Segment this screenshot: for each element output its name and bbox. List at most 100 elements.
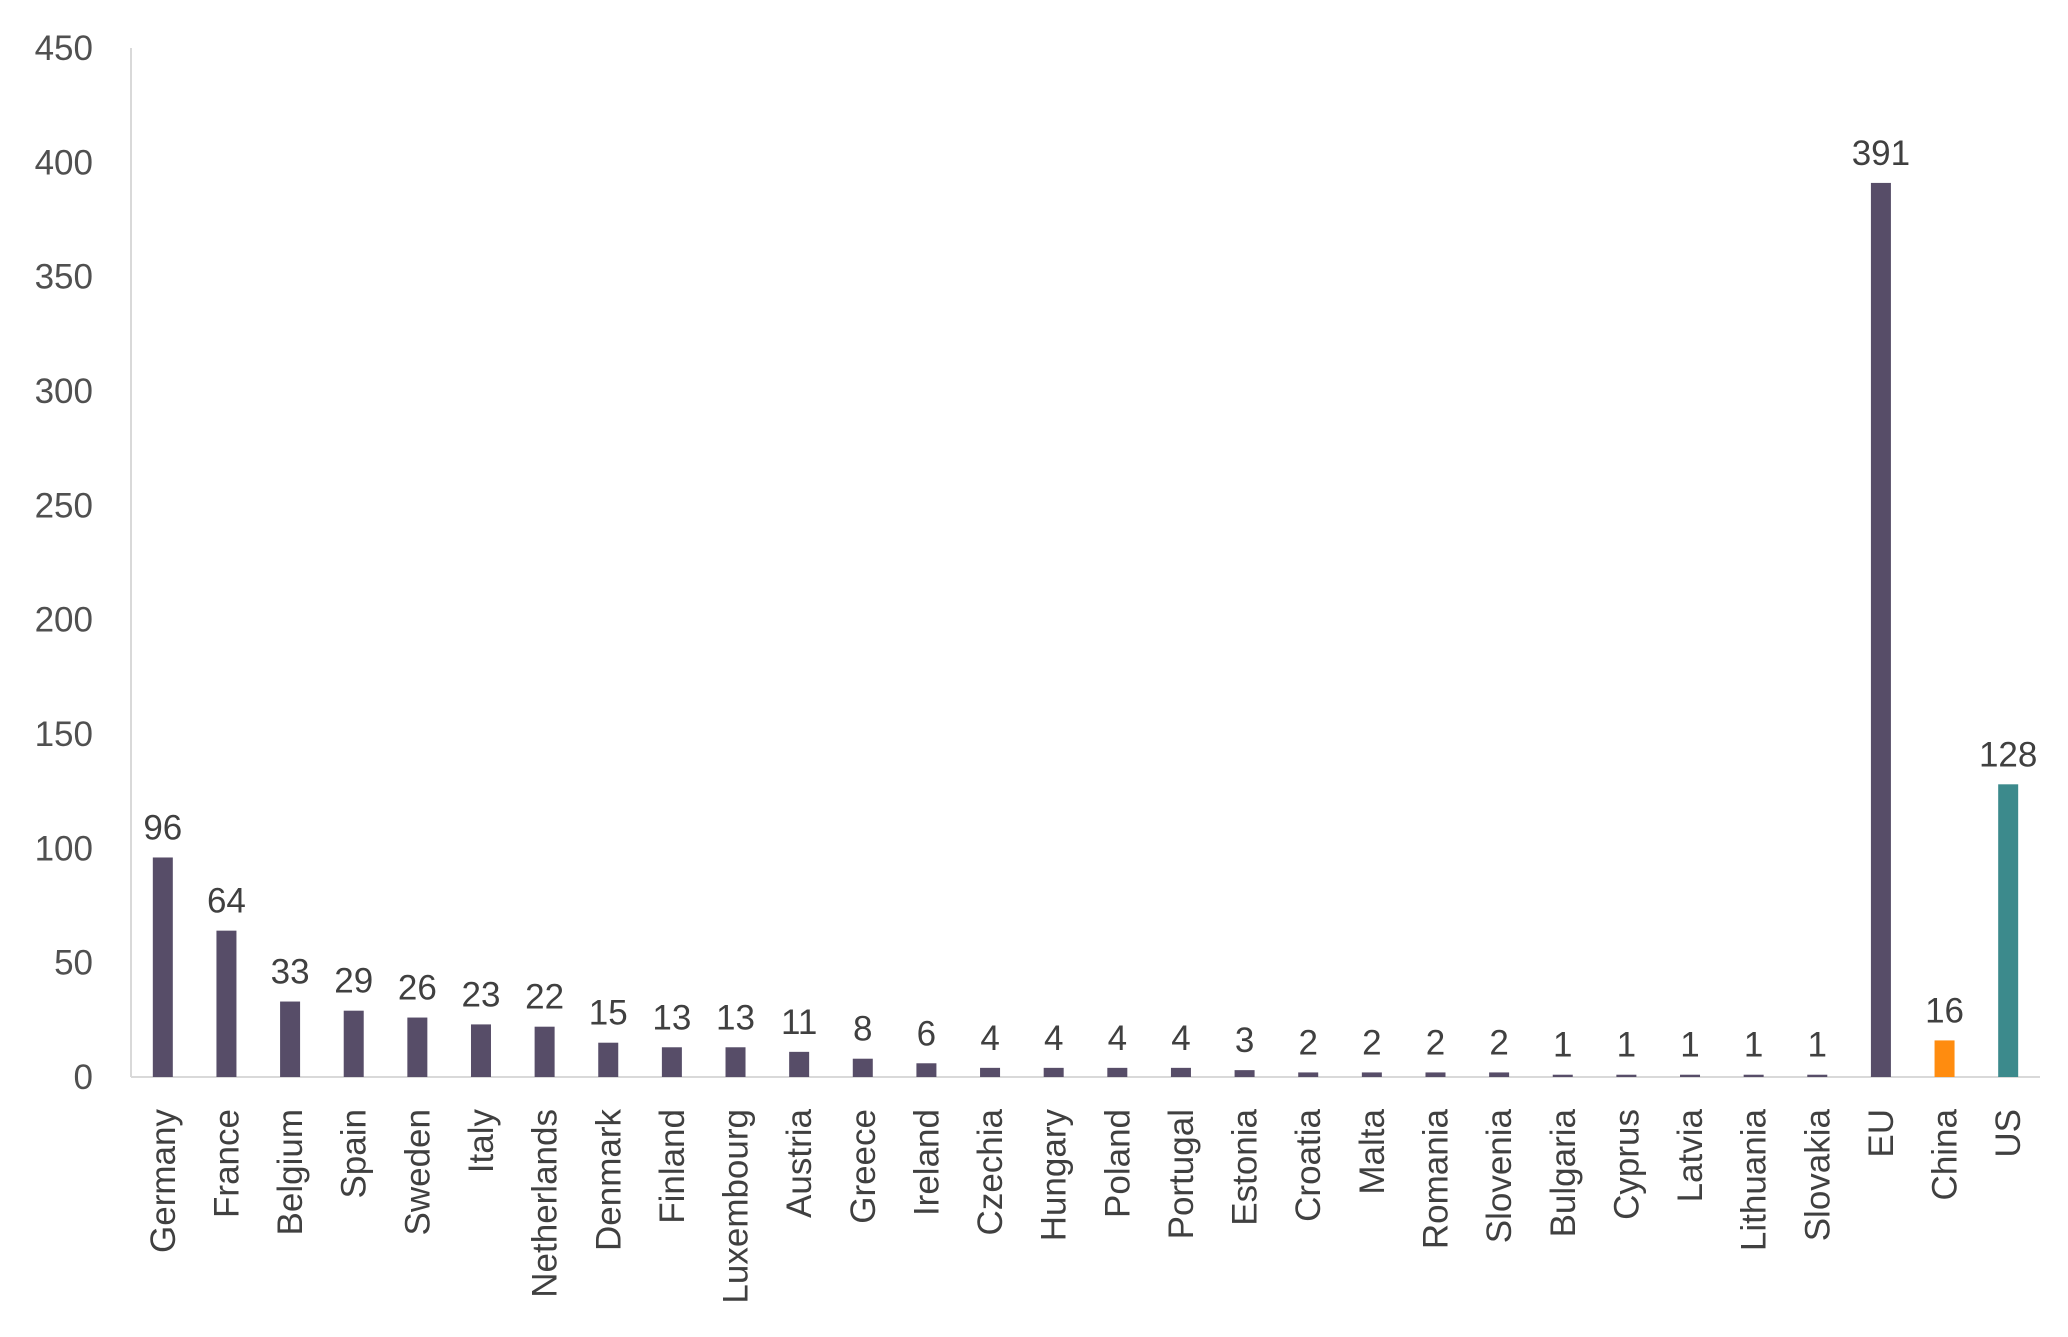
category-label-eu: EU xyxy=(1862,1109,1901,1158)
data-label-slovenia: 2 xyxy=(1489,1023,1508,1062)
bar-poland xyxy=(1107,1067,1128,1077)
bar-luxembourg xyxy=(725,1047,746,1077)
bars xyxy=(152,182,2019,1077)
category-label-estonia: Estonia xyxy=(1226,1108,1265,1225)
bar-france xyxy=(216,930,237,1077)
bar-china xyxy=(1934,1040,1955,1077)
category-label-china: China xyxy=(1926,1108,1965,1200)
category-label-ireland: Ireland xyxy=(907,1109,946,1216)
y-axis: 0 50 100 150 200 250 300 350 400 450 xyxy=(35,29,132,1097)
data-label-china: 16 xyxy=(1925,991,1964,1030)
category-labels: Germany France Belgium Spain Sweden Italy Neth… xyxy=(144,1108,2028,1303)
data-label-malta: 2 xyxy=(1362,1023,1381,1062)
data-label-bulgaria: 1 xyxy=(1553,1026,1572,1065)
bar-netherlands xyxy=(534,1026,555,1077)
category-label-spain: Spain xyxy=(335,1109,374,1199)
category-label-finland: Finland xyxy=(653,1109,692,1224)
category-label-slovakia: Slovakia xyxy=(1798,1108,1837,1241)
bar-cyprus xyxy=(1616,1074,1637,1077)
category-label-italy: Italy xyxy=(462,1109,501,1174)
y-tick-label: 150 xyxy=(35,715,93,754)
bar-slovenia xyxy=(1489,1072,1510,1077)
category-label-portugal: Portugal xyxy=(1162,1109,1201,1239)
category-label-hungary: Hungary xyxy=(1035,1109,1074,1242)
category-label-denmark: Denmark xyxy=(589,1109,628,1251)
bar-czechia xyxy=(980,1067,1001,1077)
data-label-us: 128 xyxy=(1979,735,2037,774)
category-label-sweden: Sweden xyxy=(398,1109,437,1235)
category-label-cyprus: Cyprus xyxy=(1607,1109,1646,1220)
y-tick-label: 450 xyxy=(35,29,93,68)
bar-malta xyxy=(1361,1072,1382,1077)
bar-croatia xyxy=(1298,1072,1319,1077)
bar-bulgaria xyxy=(1552,1074,1573,1077)
y-tick-label: 200 xyxy=(35,601,93,640)
category-label-luxembourg: Luxembourg xyxy=(717,1109,756,1304)
category-label-croatia: Croatia xyxy=(1289,1108,1328,1221)
bar-spain xyxy=(343,1010,364,1077)
category-label-malta: Malta xyxy=(1353,1108,1392,1194)
bar-us xyxy=(1998,784,2019,1077)
data-label-germany: 96 xyxy=(143,808,182,847)
bar-latvia xyxy=(1680,1074,1701,1077)
category-label-latvia: Latvia xyxy=(1671,1108,1710,1202)
data-label-netherlands: 22 xyxy=(525,978,564,1017)
bar-slovakia xyxy=(1807,1074,1828,1077)
y-tick-label: 400 xyxy=(35,143,93,182)
bar-italy xyxy=(470,1024,491,1077)
data-label-portugal: 4 xyxy=(1171,1019,1190,1058)
data-label-spain: 29 xyxy=(334,962,373,1001)
data-label-denmark: 15 xyxy=(589,994,628,1033)
bar-denmark xyxy=(598,1042,619,1077)
category-label-austria: Austria xyxy=(780,1108,819,1217)
category-label-poland: Poland xyxy=(1098,1109,1137,1218)
category-label-belgium: Belgium xyxy=(271,1109,310,1235)
data-label-slovakia: 1 xyxy=(1808,1026,1827,1065)
data-label-ireland: 6 xyxy=(917,1014,936,1053)
bar-hungary xyxy=(1043,1067,1064,1077)
data-label-hungary: 4 xyxy=(1044,1019,1063,1058)
data-label-croatia: 2 xyxy=(1298,1023,1317,1062)
y-tick-label: 50 xyxy=(54,944,93,983)
bar-lithuania xyxy=(1743,1074,1764,1077)
data-label-cyprus: 1 xyxy=(1617,1026,1636,1065)
y-tick-label: 250 xyxy=(35,486,93,525)
data-label-latvia: 1 xyxy=(1680,1026,1699,1065)
y-tick-label: 300 xyxy=(35,372,93,411)
data-label-eu: 391 xyxy=(1852,134,1910,173)
bar-finland xyxy=(661,1047,682,1077)
data-label-belgium: 33 xyxy=(271,953,310,992)
category-label-lithuania: Lithuania xyxy=(1735,1108,1774,1251)
bar-greece xyxy=(852,1058,873,1077)
bar-estonia xyxy=(1234,1070,1255,1077)
y-tick-label: 0 xyxy=(74,1058,93,1097)
data-label-luxembourg: 13 xyxy=(716,998,755,1037)
data-label-poland: 4 xyxy=(1108,1019,1127,1058)
bar-portugal xyxy=(1170,1067,1191,1077)
data-label-sweden: 26 xyxy=(398,969,437,1008)
data-label-austria: 11 xyxy=(781,1003,817,1042)
category-label-bulgaria: Bulgaria xyxy=(1544,1108,1583,1237)
bar-romania xyxy=(1425,1072,1446,1077)
category-label-romania: Romania xyxy=(1416,1108,1455,1249)
category-label-france: France xyxy=(207,1109,246,1218)
data-label-romania: 2 xyxy=(1426,1023,1445,1062)
category-label-germany: Germany xyxy=(144,1109,183,1253)
data-label-greece: 8 xyxy=(853,1010,872,1049)
bar-sweden xyxy=(407,1017,428,1077)
data-label-italy: 23 xyxy=(462,975,501,1014)
y-tick-label: 350 xyxy=(35,258,93,297)
data-label-finland: 13 xyxy=(652,998,691,1037)
bar-belgium xyxy=(280,1001,301,1077)
data-label-lithuania: 1 xyxy=(1744,1026,1763,1065)
data-label-czechia: 4 xyxy=(980,1019,999,1058)
category-label-czechia: Czechia xyxy=(971,1108,1010,1235)
bar-germany xyxy=(152,857,173,1077)
category-label-us: US xyxy=(1989,1109,2028,1158)
category-label-greece: Greece xyxy=(844,1109,883,1224)
bar-eu xyxy=(1870,182,1891,1077)
category-label-netherlands: Netherlands xyxy=(526,1109,565,1298)
